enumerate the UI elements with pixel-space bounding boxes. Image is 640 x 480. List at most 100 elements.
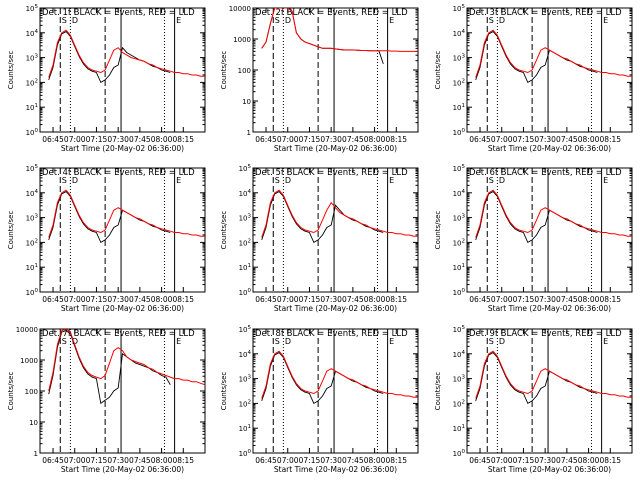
y-tick-label: 101 — [239, 424, 251, 433]
lld-series-line — [475, 189, 632, 238]
x-tick-label: 08:15 — [599, 135, 621, 144]
detector-panel: Det. 9f BLACK = Events, RED = LLD1001011… — [434, 325, 633, 474]
y-tick-label: 1000 — [20, 357, 38, 365]
y-tick-label: 103 — [453, 375, 466, 384]
events-series-line — [261, 191, 384, 244]
x-tick-label: 08:00 — [151, 295, 173, 304]
x-axis-label: Start Time (20-May-02 06:36:00) — [488, 144, 611, 153]
detector-panel: Det. 5f BLACK = Events, RED = LLD1001011… — [220, 164, 419, 313]
x-tick-label: 07:30 — [320, 456, 342, 465]
plot-area — [261, 350, 418, 405]
x-axis-label: Start Time (20-May-02 06:36:00) — [274, 144, 397, 153]
y-tick-label: 104 — [453, 350, 466, 359]
x-tick-label: 08:15 — [172, 456, 194, 465]
y-tick-label: 101 — [453, 103, 465, 112]
y-tick-label: 103 — [239, 375, 252, 384]
y-tick-label: 10000 — [16, 326, 38, 334]
y-tick-label: 1 — [247, 129, 251, 137]
y-tick-label: 102 — [239, 399, 251, 408]
events-series-line — [475, 31, 598, 84]
x-tick-label: 07:00 — [64, 295, 86, 304]
x-axis-label: Start Time (20-May-02 06:36:00) — [61, 304, 184, 313]
y-tick-label: 100 — [25, 388, 38, 396]
y-tick-label: 103 — [26, 54, 39, 63]
y-tick-label: 102 — [239, 238, 251, 247]
y-tick-label: 104 — [453, 29, 466, 38]
y-tick-label: 102 — [26, 78, 38, 87]
y-tick-label: 105 — [239, 325, 252, 334]
plot-frame — [39, 167, 206, 293]
x-axis-label: Start Time (20-May-02 06:36:00) — [488, 304, 611, 313]
y-tick-label: 101 — [453, 424, 465, 433]
x-tick-label: 07:15 — [513, 456, 535, 465]
interval-flag-label: S — [275, 16, 280, 25]
x-tick-label: 07:30 — [107, 295, 129, 304]
events-series-line — [475, 352, 598, 405]
y-tick-label: 101 — [453, 263, 465, 272]
y-tick-label: 103 — [453, 214, 466, 223]
lld-series-line — [48, 189, 205, 238]
x-tick-label: 07:45 — [556, 135, 578, 144]
x-tick-label: 08:15 — [385, 135, 407, 144]
interval-flag-label: S — [62, 16, 67, 25]
plot-area — [475, 350, 632, 405]
interval-flag-label: D — [499, 176, 505, 185]
y-tick-label: 102 — [26, 238, 38, 247]
x-tick-label: 06:45 — [469, 295, 491, 304]
x-tick-label: 07:30 — [107, 135, 129, 144]
x-tick-label: 07:15 — [513, 135, 535, 144]
x-tick-label: 07:45 — [129, 456, 151, 465]
plot-frame — [466, 328, 633, 454]
y-axis-label: Counts/sec — [220, 372, 228, 411]
x-tick-label: 07:15 — [299, 456, 321, 465]
x-tick-label: 07:45 — [129, 135, 151, 144]
y-tick-label: 101 — [239, 263, 251, 272]
interval-flag-label: D — [72, 16, 78, 25]
x-tick-label: 07:30 — [320, 295, 342, 304]
x-tick-label: 07:00 — [277, 135, 299, 144]
lld-series-line — [261, 8, 418, 52]
interval-flag-label: S — [489, 16, 494, 25]
interval-flag-label: D — [72, 176, 78, 185]
interval-flag-label: S — [489, 176, 494, 185]
y-tick-label: 100 — [26, 128, 39, 137]
detector-panel: Det. 8f BLACK = Events, RED = LLD1001011… — [220, 325, 419, 474]
x-tick-label: 08:15 — [599, 456, 621, 465]
x-tick-label: 07:30 — [534, 295, 556, 304]
x-tick-label: 07:15 — [86, 135, 108, 144]
x-tick-label: 07:15 — [299, 135, 321, 144]
interval-flag-label: E — [389, 16, 394, 25]
x-tick-label: 06:45 — [42, 295, 64, 304]
lld-series-line — [261, 350, 418, 399]
x-tick-label: 08:15 — [172, 295, 194, 304]
x-tick-label: 07:00 — [64, 456, 86, 465]
plot-area — [261, 8, 418, 64]
x-tick-label: 07:30 — [107, 456, 129, 465]
events-series-line — [48, 191, 171, 244]
plot-area — [48, 29, 205, 84]
x-tick-label: 07:15 — [86, 295, 108, 304]
detector-panel: Det. 6f BLACK = Events, RED = LLD1001011… — [434, 164, 633, 313]
y-axis-label: Counts/sec — [220, 211, 228, 250]
plot-area — [261, 189, 418, 244]
y-axis-label: Counts/sec — [434, 372, 442, 411]
x-tick-label: 06:45 — [469, 135, 491, 144]
interval-flag-label: S — [62, 176, 67, 185]
detector-panel: Det. 2f BLACK = Events, RED = LLD1101001… — [220, 5, 419, 153]
x-tick-label: 07:45 — [129, 295, 151, 304]
y-tick-label: 10000 — [229, 5, 251, 13]
x-tick-label: 08:00 — [151, 456, 173, 465]
y-tick-label: 104 — [26, 189, 39, 198]
y-tick-label: 100 — [26, 288, 39, 297]
x-tick-label: 08:15 — [385, 295, 407, 304]
interval-flag-label: E — [389, 176, 394, 185]
detector-panel: Det. 1f BLACK = Events, RED = LLD1001011… — [7, 4, 206, 153]
y-tick-label: 103 — [453, 54, 466, 63]
interval-flag-label: S — [62, 337, 67, 346]
plot-frame — [39, 328, 206, 454]
interval-flag-label: D — [285, 176, 291, 185]
x-tick-label: 06:45 — [469, 456, 491, 465]
detector-panel: Det. 4f BLACK = Events, RED = LLD1001011… — [7, 164, 206, 313]
y-tick-label: 105 — [453, 4, 466, 13]
plot-frame — [466, 7, 633, 133]
